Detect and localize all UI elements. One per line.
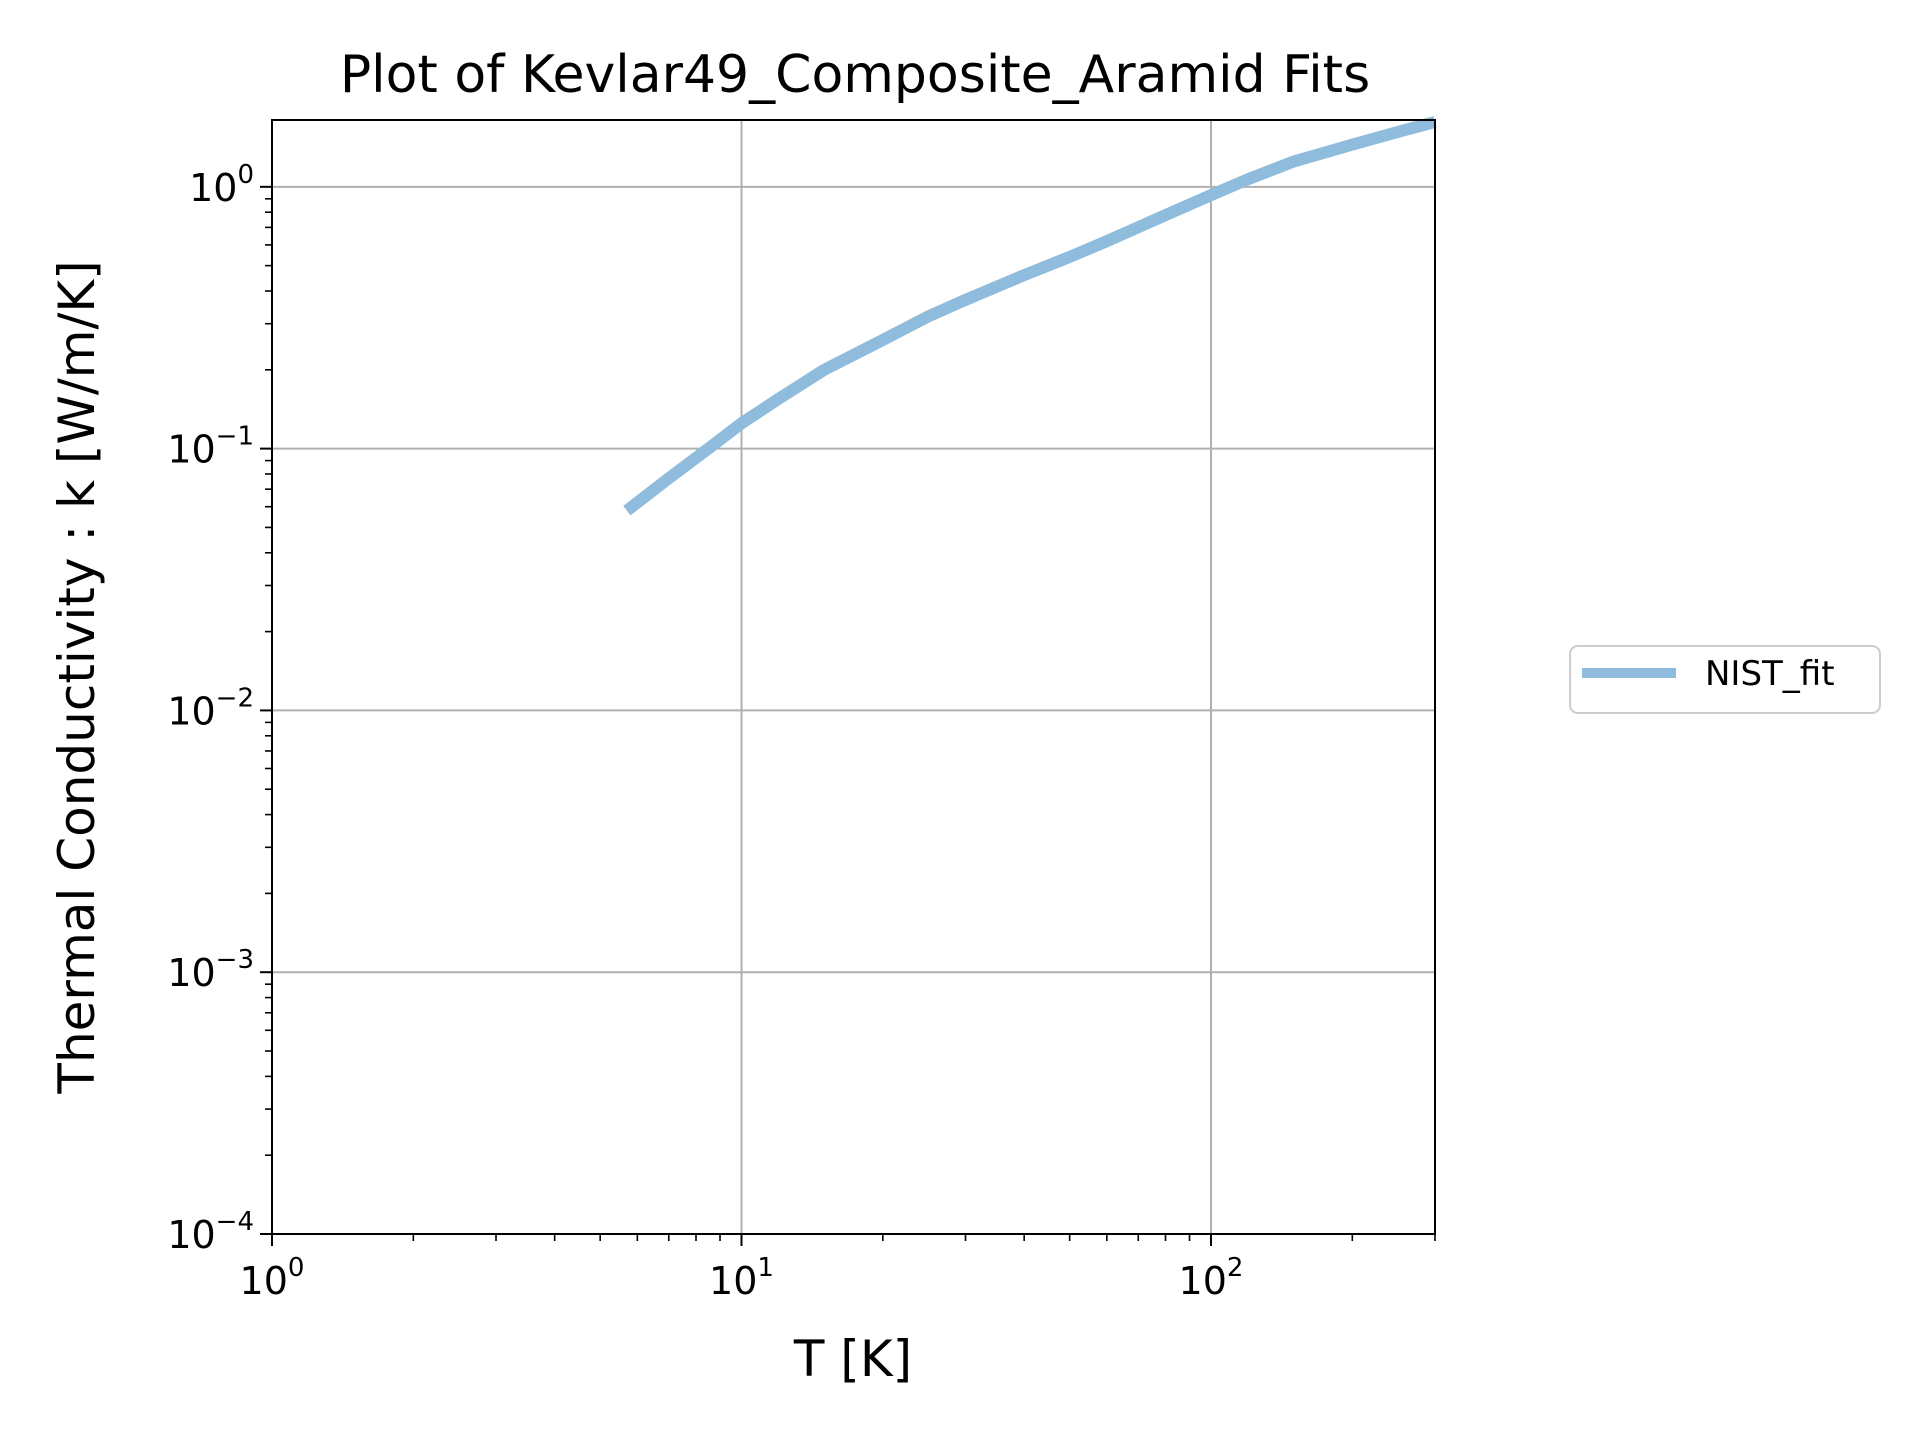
x-tick-label: 101 bbox=[709, 1253, 774, 1303]
x-axis-label: T [K] bbox=[793, 1330, 912, 1388]
series-line-nist-fit bbox=[623, 116, 1437, 516]
x-tick-label: 102 bbox=[1179, 1253, 1244, 1303]
y-axis-label: Thermal Conductivity : k [W/m/K] bbox=[48, 260, 106, 1094]
legend: NIST_fit bbox=[1569, 645, 1881, 714]
y-tick-labels: 10−4 10−3 10−2 10−1 100 bbox=[167, 160, 254, 1257]
y-tick-label: 10−4 bbox=[167, 1207, 254, 1257]
y-tick-label: 10−1 bbox=[167, 422, 254, 472]
plot-frame bbox=[271, 119, 1436, 1235]
series-layer bbox=[623, 116, 1437, 516]
x-tick-labels: 100 101 102 bbox=[240, 1253, 1244, 1303]
legend-label-nist-fit: NIST_fit bbox=[1705, 654, 1835, 694]
legend-box bbox=[1569, 645, 1881, 714]
x-tick-label: 100 bbox=[240, 1253, 305, 1303]
tick-marks bbox=[260, 185, 1436, 1246]
chart-title: Plot of Kevlar49_Composite_Aramid Fits bbox=[340, 45, 1370, 105]
y-tick-label: 10−2 bbox=[167, 683, 254, 733]
y-tick-label: 10−3 bbox=[167, 945, 254, 995]
y-tick-label: 100 bbox=[189, 160, 254, 210]
